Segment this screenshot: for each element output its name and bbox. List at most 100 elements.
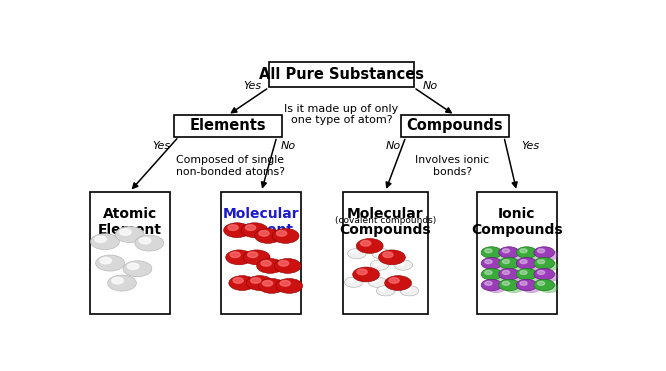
- Circle shape: [243, 250, 270, 265]
- Circle shape: [226, 250, 252, 265]
- Text: All Pure Substances: All Pure Substances: [259, 67, 424, 82]
- Circle shape: [502, 270, 509, 275]
- Circle shape: [502, 249, 509, 253]
- Text: Composed of single
non-bonded atoms?: Composed of single non-bonded atoms?: [176, 155, 285, 177]
- Circle shape: [371, 279, 378, 283]
- Circle shape: [370, 260, 389, 270]
- Circle shape: [499, 269, 519, 280]
- Circle shape: [485, 270, 492, 275]
- Bar: [90, 192, 170, 315]
- Circle shape: [389, 278, 399, 283]
- Bar: [477, 192, 557, 315]
- Circle shape: [537, 260, 545, 264]
- Circle shape: [539, 261, 558, 271]
- Circle shape: [250, 278, 261, 283]
- Text: Molecular
Element: Molecular Element: [223, 207, 300, 237]
- Circle shape: [383, 252, 393, 257]
- Text: Is it made up of only
one type of atom?: Is it made up of only one type of atom?: [284, 104, 398, 125]
- Circle shape: [522, 282, 541, 293]
- Circle shape: [499, 257, 519, 269]
- Circle shape: [482, 257, 502, 269]
- Circle shape: [482, 247, 502, 258]
- Circle shape: [385, 276, 412, 290]
- Circle shape: [403, 287, 410, 291]
- Circle shape: [248, 252, 258, 257]
- Text: No: No: [280, 141, 296, 151]
- Circle shape: [348, 279, 354, 283]
- Circle shape: [100, 257, 111, 264]
- Circle shape: [280, 280, 290, 286]
- Circle shape: [376, 286, 395, 296]
- Circle shape: [228, 225, 238, 230]
- Circle shape: [520, 249, 527, 253]
- Circle shape: [353, 267, 380, 282]
- Circle shape: [276, 230, 286, 236]
- Circle shape: [534, 247, 555, 258]
- Text: No: No: [386, 141, 401, 151]
- Circle shape: [380, 287, 386, 291]
- Text: (covalent compounds): (covalent compounds): [334, 216, 436, 225]
- Circle shape: [520, 281, 527, 285]
- Circle shape: [91, 234, 119, 250]
- Text: Yes: Yes: [521, 141, 539, 151]
- Circle shape: [485, 249, 492, 253]
- Circle shape: [357, 269, 367, 275]
- Circle shape: [504, 272, 523, 282]
- Circle shape: [378, 250, 406, 265]
- Circle shape: [123, 261, 152, 277]
- Circle shape: [400, 286, 419, 296]
- Circle shape: [372, 249, 390, 259]
- Circle shape: [487, 261, 505, 271]
- Circle shape: [259, 230, 269, 236]
- Circle shape: [360, 240, 371, 246]
- Circle shape: [539, 282, 558, 293]
- Circle shape: [487, 282, 505, 293]
- Circle shape: [397, 262, 404, 266]
- Text: Compounds: Compounds: [406, 118, 503, 134]
- Circle shape: [135, 235, 164, 251]
- Circle shape: [120, 229, 131, 235]
- Bar: [401, 115, 509, 137]
- Circle shape: [485, 281, 492, 285]
- Circle shape: [350, 250, 358, 254]
- Circle shape: [375, 250, 382, 254]
- Circle shape: [262, 280, 272, 286]
- Circle shape: [516, 247, 537, 258]
- Circle shape: [516, 279, 537, 291]
- Circle shape: [539, 272, 558, 282]
- Circle shape: [516, 257, 537, 269]
- Circle shape: [258, 279, 285, 293]
- Circle shape: [139, 237, 151, 244]
- Text: Involves ionic
bonds?: Involves ionic bonds?: [415, 155, 490, 177]
- Circle shape: [482, 269, 502, 280]
- Circle shape: [485, 260, 492, 264]
- Circle shape: [241, 223, 268, 238]
- Circle shape: [112, 278, 123, 284]
- Circle shape: [272, 229, 299, 243]
- Circle shape: [274, 259, 301, 273]
- Circle shape: [502, 281, 509, 285]
- Circle shape: [520, 270, 527, 275]
- Bar: [221, 192, 301, 315]
- Circle shape: [502, 260, 509, 264]
- Circle shape: [254, 229, 282, 243]
- Text: Elements: Elements: [189, 118, 266, 134]
- Circle shape: [115, 226, 144, 243]
- Text: Yes: Yes: [243, 81, 261, 91]
- Circle shape: [394, 260, 412, 270]
- Circle shape: [504, 250, 523, 260]
- Circle shape: [482, 279, 502, 291]
- Circle shape: [230, 252, 240, 257]
- Circle shape: [368, 277, 387, 287]
- Circle shape: [504, 261, 523, 271]
- Circle shape: [344, 277, 363, 287]
- Text: Molecular
Compounds: Molecular Compounds: [340, 207, 431, 237]
- Text: No: No: [423, 81, 438, 91]
- Circle shape: [229, 276, 256, 290]
- Circle shape: [516, 269, 537, 280]
- Circle shape: [537, 281, 545, 285]
- Circle shape: [356, 239, 383, 253]
- Circle shape: [246, 276, 273, 290]
- Circle shape: [537, 249, 545, 253]
- Bar: [342, 192, 428, 315]
